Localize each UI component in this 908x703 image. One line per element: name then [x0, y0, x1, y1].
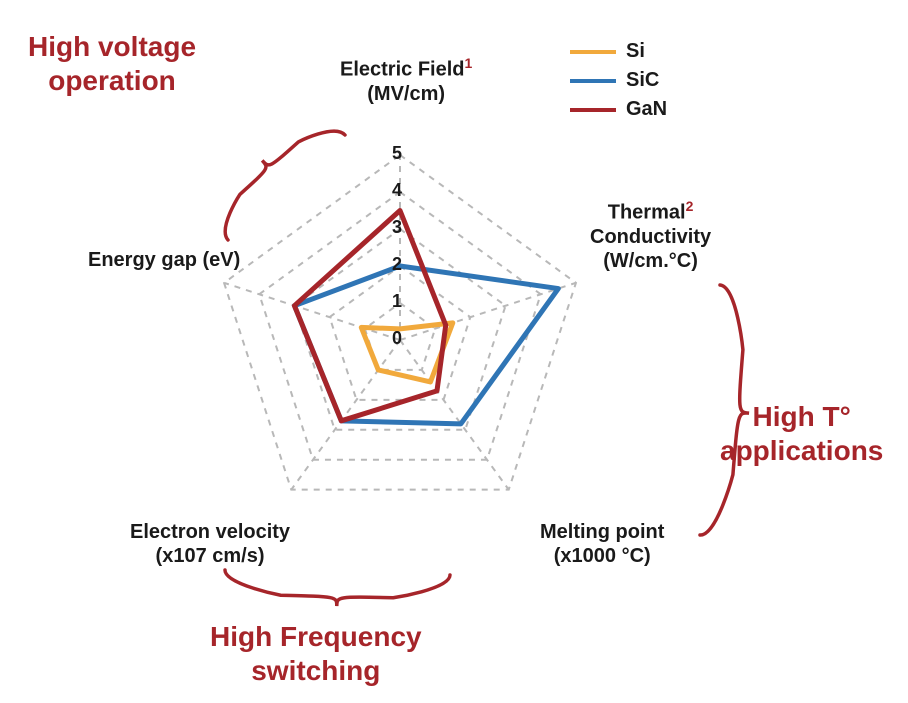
axis-label-melting_point: Melting point(x1000 °C) — [540, 520, 664, 568]
legend-swatch — [570, 108, 616, 112]
brace-hf — [225, 570, 450, 606]
annotation-text: applications — [720, 435, 883, 466]
annotation-text: High T° — [753, 401, 851, 432]
annotation-high-voltage: High voltage operation — [28, 30, 196, 97]
brace-hv — [225, 131, 345, 240]
tick-label: 0 — [392, 328, 402, 349]
legend-item-SiC: SiC — [570, 69, 667, 92]
legend-label: SiC — [626, 69, 659, 92]
annotation-high-freq: High Frequency switching — [210, 620, 422, 687]
annotation-high-temp: High T° applications — [720, 400, 883, 467]
tick-label: 2 — [392, 254, 402, 275]
legend-swatch — [570, 50, 616, 54]
annotation-text: switching — [251, 655, 380, 686]
grid-spoke — [291, 340, 400, 490]
grid-spoke — [400, 283, 576, 340]
annotation-text: High Frequency — [210, 621, 422, 652]
legend: Si SiC GaN — [570, 40, 667, 127]
legend-label: GaN — [626, 98, 667, 121]
axis-label-electron_velocity: Electron velocity(x107 cm/s) — [130, 520, 290, 568]
legend-swatch — [570, 79, 616, 83]
grid-spoke — [400, 340, 509, 490]
axis-label-electric_field: Electric Field1(MV/cm) — [340, 55, 472, 106]
annotation-text: High voltage — [28, 31, 196, 62]
axis-label-thermal_cond: Thermal2Conductivity(W/cm.°C) — [590, 198, 711, 273]
legend-item-GaN: GaN — [570, 98, 667, 121]
axis-label-energy_gap: Energy gap (eV) — [88, 248, 240, 272]
tick-label: 1 — [392, 291, 402, 312]
legend-item-Si: Si — [570, 40, 667, 63]
annotation-text: operation — [48, 65, 176, 96]
tick-label: 3 — [392, 217, 402, 238]
tick-label: 5 — [392, 143, 402, 164]
series-GaN — [294, 211, 445, 421]
chart-container: 0 1 2 3 4 5 Electric Field1(MV/cm) Thermal2Con… — [0, 0, 908, 703]
tick-label: 4 — [392, 180, 402, 201]
legend-label: Si — [626, 40, 645, 63]
